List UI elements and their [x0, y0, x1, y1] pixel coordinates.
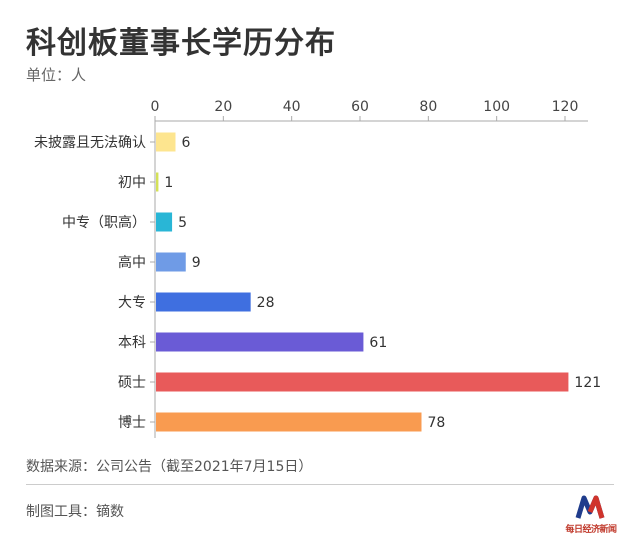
- bar: [156, 252, 186, 272]
- data-label: 61: [369, 335, 387, 351]
- x-tick-label: 60: [351, 99, 369, 115]
- x-tick-label: 80: [419, 99, 437, 115]
- category-label: 大专: [118, 295, 146, 311]
- data-source: 数据来源：公司公告（截至2021年7月15日）: [26, 459, 313, 475]
- tool-credit: 制图工具：镝数: [26, 504, 124, 520]
- x-tick-label: 20: [214, 99, 232, 115]
- bar: [156, 292, 251, 312]
- bar: [156, 372, 569, 392]
- unit-label: 单位：人: [26, 66, 87, 84]
- logo-text: 每日经济新闻: [565, 525, 617, 535]
- data-label: 28: [257, 295, 275, 311]
- bar-chart: 0 20 40 60 80 100 120 未披露且无法确认 6 初中 1 中专（职高） 5 高中 9 大专 2…: [34, 99, 601, 438]
- category-label: 中专（职高）: [62, 214, 146, 231]
- category-label: 硕士: [118, 375, 146, 391]
- bar: [156, 132, 176, 152]
- page-title: 科创板董事长学历分布: [26, 26, 336, 61]
- data-label: 5: [178, 215, 187, 231]
- bar: [156, 172, 159, 192]
- bar: [156, 412, 422, 432]
- data-label: 1: [164, 175, 173, 191]
- logo-mark-icon: [575, 495, 605, 519]
- data-label: 9: [192, 255, 201, 271]
- category-label: 初中: [118, 174, 146, 191]
- category-label: 本科: [118, 335, 146, 351]
- category-label: 未披露且无法确认: [34, 135, 146, 151]
- x-tick-label: 40: [283, 99, 301, 115]
- bar: [156, 212, 173, 232]
- x-tick-label: 120: [552, 99, 579, 115]
- data-label: 121: [574, 375, 601, 391]
- x-tick-label: 100: [483, 99, 510, 115]
- category-label: 高中: [118, 254, 146, 271]
- data-label: 78: [428, 415, 446, 431]
- x-tick-label: 0: [151, 99, 160, 115]
- bar: [156, 332, 364, 352]
- publisher-logo: 每日经济新闻: [560, 492, 622, 540]
- category-label: 博士: [118, 414, 146, 431]
- footer-divider: [26, 484, 614, 485]
- data-label: 6: [182, 135, 191, 151]
